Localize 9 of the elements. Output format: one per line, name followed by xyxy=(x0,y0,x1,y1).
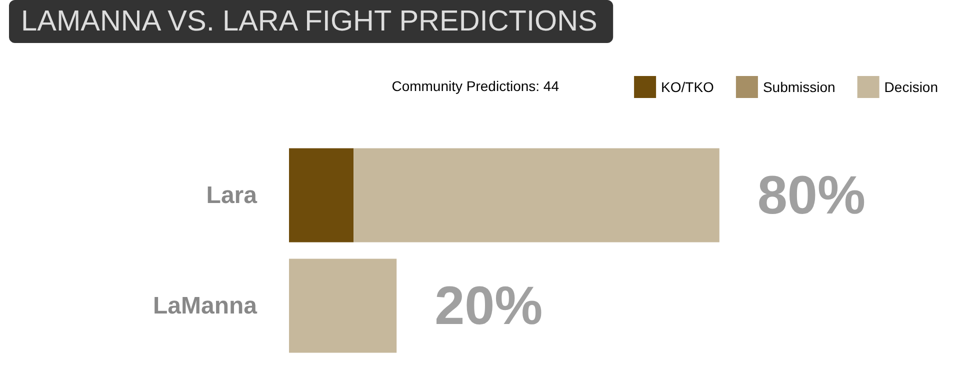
legend-label: Submission xyxy=(762,79,836,95)
legend-label: Decision xyxy=(884,79,938,95)
y-tick-label: Lara xyxy=(206,182,258,209)
y-tick-label: LaManna xyxy=(152,292,258,320)
annotation: 20% xyxy=(434,276,543,336)
legend-title: Community Predictions: 44 xyxy=(392,78,560,94)
chart-title: LAMANNA VS. LARA FIGHT PREDICTIONS xyxy=(21,6,598,38)
annotation: 80% xyxy=(757,165,866,226)
legend-label: KO/TKO xyxy=(661,79,714,95)
